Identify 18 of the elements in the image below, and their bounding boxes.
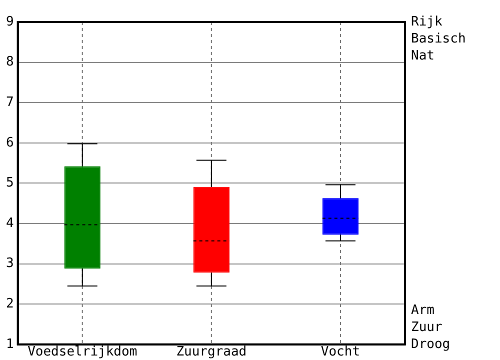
text: Basisch [411,31,466,46]
text: Rijk [411,14,442,30]
text: Droog [411,336,450,352]
y-tick-label: 2 [6,296,14,312]
y-tick-label: 7 [6,94,14,110]
x-tick-label: Vocht [320,344,360,360]
text: Zuur [411,320,442,335]
y-tick-label: 4 [6,216,14,231]
text: Nat [411,48,434,64]
y-tick-label: 3 [6,256,14,272]
text: Arm [411,302,435,318]
y-tick-label: 9 [6,14,14,30]
y-tick-label: 8 [6,54,14,70]
y-tick-label: 1 [6,336,14,352]
y-tick-label: 5 [6,176,14,191]
x-tick-label: Zuurgraad [176,344,247,360]
x-tick-label: Voedselrijkdom [28,344,138,360]
y-tick-label: 6 [6,135,14,150]
